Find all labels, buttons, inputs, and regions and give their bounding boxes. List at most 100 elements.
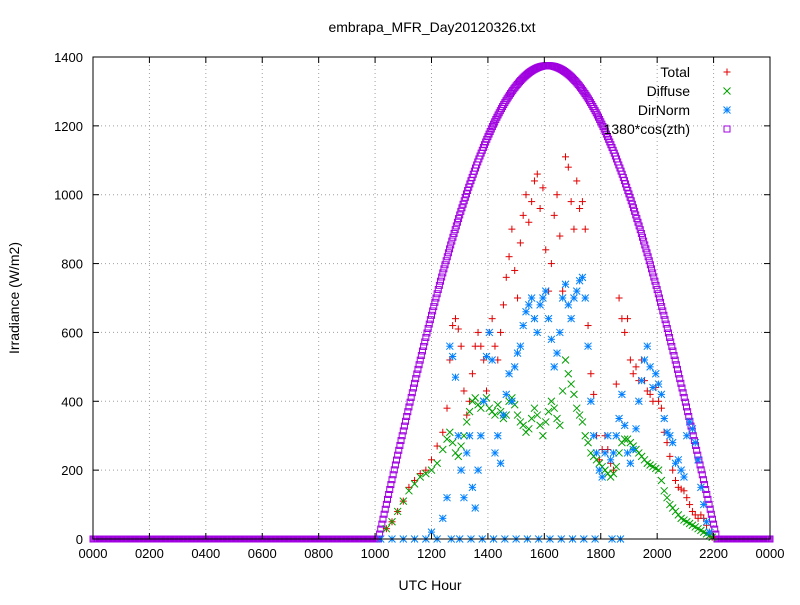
dirnorm-point <box>505 369 513 378</box>
series-diffuse <box>382 356 717 542</box>
dirnorm-point <box>493 431 502 440</box>
diffuse-point <box>660 486 669 495</box>
cos-zth-point <box>442 257 450 265</box>
diffuse-point <box>416 473 425 481</box>
cos-zth-point <box>678 384 686 392</box>
total-point <box>547 260 555 268</box>
total-point <box>576 204 584 212</box>
cos-zth-point <box>487 125 495 133</box>
dirnorm-point <box>570 294 578 302</box>
cos-zth-point <box>435 281 443 289</box>
cos-zth-point <box>667 338 675 346</box>
x-tick-label: 0600 <box>248 546 277 561</box>
dirnorm-point <box>634 397 643 406</box>
dirnorm-point <box>536 301 544 309</box>
total-point <box>666 452 674 460</box>
diffuse-point <box>438 445 447 454</box>
diffuse-point <box>443 435 451 444</box>
chart-title: embrapa_MFR_Day20120326.txt <box>328 19 535 35</box>
x-tick-label: 1600 <box>530 546 559 561</box>
cos-zth-point <box>632 211 640 219</box>
dirnorm-point <box>626 459 635 468</box>
legend-label: Diffuse <box>647 83 691 99</box>
dirnorm-point <box>601 449 609 457</box>
diffuse-point <box>527 414 536 423</box>
total-point <box>508 225 516 233</box>
diffuse-point <box>393 507 402 516</box>
cos-zth-point <box>402 417 410 425</box>
dirnorm-point <box>479 397 488 406</box>
total-point <box>621 328 629 336</box>
cos-zth-point <box>407 393 415 401</box>
cos-zth-point <box>453 218 461 226</box>
dirnorm-point <box>615 414 623 423</box>
dirnorm-point <box>448 352 457 361</box>
total-point <box>416 470 424 478</box>
legend: Total Diffuse DirNorm 1380*cos(zth) <box>604 64 731 137</box>
dirnorm-point <box>578 273 587 282</box>
cos-zth-point <box>430 303 438 311</box>
total-point <box>491 342 499 350</box>
cos-zth-point <box>599 123 607 131</box>
cos-zth-point <box>657 298 665 306</box>
total-point <box>522 191 530 199</box>
dirnorm-point <box>640 356 649 364</box>
total-point <box>655 397 663 405</box>
total-point <box>530 177 538 185</box>
dirnorm-point <box>629 445 638 454</box>
dirnorm-point <box>460 493 468 502</box>
total-point <box>559 287 567 295</box>
dirnorm-point <box>606 455 615 464</box>
total-point <box>460 387 468 395</box>
cos-zth-point <box>438 273 446 281</box>
cos-zth-point <box>421 338 429 346</box>
cos-zth-point <box>652 281 660 289</box>
cos-zth-point <box>414 365 422 373</box>
cos-zth-point <box>400 422 408 430</box>
cos-zth-point <box>707 510 715 518</box>
diffuse-point <box>465 407 474 416</box>
cos-zth-point <box>631 207 639 215</box>
legend-label: 1380*cos(zth) <box>604 121 690 137</box>
total-point <box>561 153 569 161</box>
total-point <box>624 315 632 323</box>
dirnorm-point <box>519 321 528 330</box>
cos-zth-point <box>391 461 399 469</box>
legend-marker <box>723 87 731 95</box>
cos-zth-point <box>642 245 650 253</box>
series-total <box>382 153 716 541</box>
dirnorm-point <box>595 466 604 474</box>
total-point <box>474 328 482 336</box>
cos-zth-point <box>413 370 421 378</box>
cos-zth-point <box>416 356 424 364</box>
total-point <box>539 184 547 192</box>
cos-zth-point <box>593 111 601 119</box>
total-point <box>525 218 533 226</box>
diffuse-point <box>544 407 553 416</box>
x-tick-label: 0000 <box>756 546 785 561</box>
dirnorm-point <box>465 431 474 440</box>
total-point <box>578 198 586 206</box>
cos-zth-point <box>403 412 411 420</box>
cos-zth-point <box>382 500 390 508</box>
total-point <box>581 225 589 233</box>
total-point <box>454 325 462 333</box>
dirnorm-point <box>502 390 511 399</box>
dirnorm-point <box>592 449 601 457</box>
cos-zth-point <box>425 320 433 328</box>
cos-zth-point <box>387 481 395 489</box>
dirnorm-point <box>544 314 553 323</box>
cos-zth-point <box>412 375 420 383</box>
dirnorm-point <box>541 287 550 295</box>
y-tick-label: 1200 <box>54 119 83 134</box>
diffuse-point <box>541 418 550 426</box>
diffuse-point <box>539 431 547 440</box>
cos-zth-point <box>420 342 428 350</box>
total-point <box>584 322 592 330</box>
cos-zth-point <box>645 257 653 265</box>
cos-zth-point <box>457 207 465 215</box>
total-point <box>556 232 564 240</box>
cos-zth-point <box>458 204 466 212</box>
dirnorm-point <box>445 342 454 351</box>
cos-zth-point <box>415 361 423 369</box>
